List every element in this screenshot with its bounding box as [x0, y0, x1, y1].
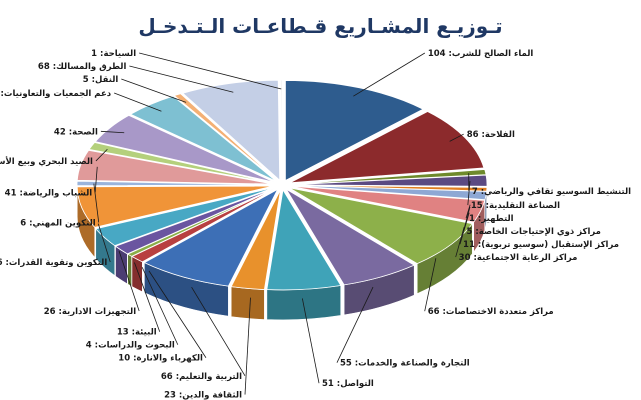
data-label-23: النقل: 5: [83, 75, 119, 85]
data-label-10: التواصل: 51: [322, 379, 374, 389]
pie-slice-22: [129, 95, 277, 182]
leader-line-11: [244, 297, 251, 395]
leader-line-8: [424, 258, 437, 312]
leader-line-5: [463, 206, 471, 232]
leader-line-3: [467, 181, 471, 206]
slice-side-13: [131, 256, 143, 293]
pie-side-walls: [76, 184, 488, 321]
leader-line-15: [134, 262, 161, 332]
label-leaders: [93, 52, 471, 395]
leader-line-18: [93, 183, 100, 223]
pie-slice-24: [182, 79, 281, 182]
leader-line-12: [191, 286, 246, 377]
pie-slice-17: [76, 185, 274, 228]
pie-slice-6: [290, 185, 488, 201]
slice-side-11: [230, 286, 265, 320]
pie-top-faces: [76, 79, 488, 291]
data-label-17: التكوين وتقوية القدرات: 56: [0, 258, 107, 268]
leader-line-6: [459, 212, 470, 245]
pie-slice-20: [88, 142, 274, 184]
leader-line-16: [118, 250, 140, 312]
data-label-13: الكهرباء والانارة: 10: [118, 354, 203, 364]
data-label-20: الصيد البحري وبيع الأسماك: 10: [0, 156, 93, 167]
pie-slice-16: [95, 187, 275, 247]
data-label-8: مراكز متعددة الاختصاصات: 66: [428, 307, 554, 317]
leader-line-17: [97, 223, 111, 263]
pie-slice-2: [290, 169, 487, 185]
pie-slice-23: [173, 93, 278, 182]
data-label-2: التنشيط السوسيو ثقافي والرياضي: 7: [472, 187, 631, 197]
pie-slice-19: [76, 149, 274, 185]
pie-slice-21: [94, 114, 275, 183]
data-label-12: التربية والتعليم: 66: [161, 372, 242, 382]
pie-slice-10: [266, 188, 342, 291]
data-label-7: مراكز الرعاية الاجتماعية: 30: [459, 253, 578, 263]
pie-slice-1: [289, 111, 485, 184]
leader-line-10: [301, 298, 320, 384]
leader-line-1: [449, 133, 464, 142]
leader-line-7: [455, 227, 465, 258]
leader-line-13: [148, 270, 207, 358]
leader-line-9: [336, 286, 374, 363]
data-label-21: الصحة: 42: [54, 127, 98, 137]
data-label-9: التجارة والصناعة والخدمات: 55: [340, 359, 470, 369]
data-label-6: مراكز الإستقبال (سوسيو تربوية): 11: [463, 240, 619, 250]
data-label-25: السياحة: 1: [91, 49, 136, 59]
pie-slice-25: [280, 79, 283, 181]
leader-line-14: [141, 267, 179, 345]
data-label-0: الماء الصالح للشرب: 104: [428, 49, 534, 59]
slice-side-10: [266, 285, 342, 321]
data-labels: الماء الصالح للشرب: 104 الفلاحة: 86 التنشي…: [0, 49, 631, 400]
data-label-3: الصناعة التقليدية: 15: [471, 201, 560, 211]
pie-slice-15: [114, 187, 276, 255]
data-label-22: دعم الجمعيات والتعاونيات: 38: [0, 89, 112, 99]
leader-line-19: [94, 166, 98, 193]
leader-line-23: [121, 78, 187, 103]
leader-line-0: [353, 52, 426, 97]
data-label-1: الفلاحة: 86: [467, 130, 515, 140]
leader-line-20: [95, 148, 108, 162]
leader-line-22: [113, 92, 162, 112]
leader-line-25: [139, 52, 282, 90]
data-label-15: البيئة: 13: [117, 328, 157, 338]
data-label-14: البحوث والدراسات: 4: [86, 341, 175, 351]
leader-line-21: [100, 130, 125, 134]
data-label-4: التطهير: 1: [469, 214, 514, 224]
leader-line-4: [465, 204, 471, 219]
data-label-19: الشباب والرياضة: 41: [5, 188, 93, 198]
pie-slice-12: [143, 188, 279, 287]
data-label-24: الطرق والمسالك: 68: [38, 62, 127, 72]
pie-slice-8: [289, 187, 474, 265]
chart-title: تـوزيـع المشـاريع قـطاعـات الـتـدخـل: [138, 14, 503, 38]
pie-slice-18: [76, 180, 274, 187]
pie-slice-7: [290, 185, 486, 223]
pie-slice-0: [285, 80, 424, 182]
data-label-18: التكوين المهني: 6: [20, 218, 95, 228]
data-label-11: الثقافة والدين: 23: [164, 391, 242, 400]
pie-slice-11: [230, 189, 281, 290]
leader-line-24: [129, 65, 234, 93]
pie-slice-9: [286, 188, 416, 286]
data-label-16: التجهيزات الادارية: 26: [44, 307, 137, 317]
data-label-5: مراكز ذوي الإحتياجات الخاصة: 5: [466, 227, 600, 237]
